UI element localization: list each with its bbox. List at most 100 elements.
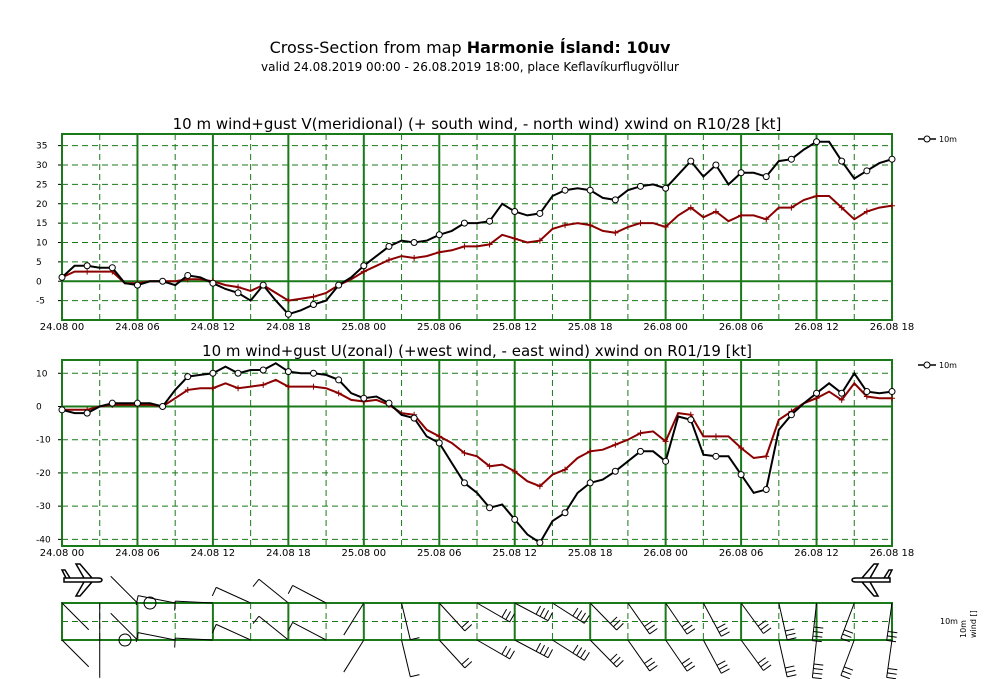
wind-barb-shaft: [514, 602, 549, 622]
data-point-wind: [284, 368, 292, 376]
wind-barb-feather: [757, 657, 766, 664]
data-point-wind: [662, 457, 670, 465]
airplane-icon-left: [60, 563, 103, 597]
wind-barb-feather: [509, 650, 515, 660]
wind-barb-feather: [547, 649, 553, 658]
wind-barb-feather: [686, 628, 696, 635]
page-title: Cross-Section from map Harmonie Ísland: …: [0, 38, 940, 57]
wind-barb-feather: [721, 668, 730, 674]
data-point-wind: [511, 208, 519, 215]
y-tick-label: -30: [36, 502, 51, 512]
y-tick-label: 5: [36, 258, 42, 268]
data-point-wind: [133, 399, 141, 407]
wind-barb-shaft: [292, 584, 327, 604]
data-point-gust: [863, 208, 870, 215]
data-point-wind: [83, 409, 91, 417]
data-point-wind: [737, 169, 745, 177]
data-point-wind: [133, 281, 141, 289]
wind-barb-feather: [813, 631, 823, 634]
data-point-gust: [486, 241, 493, 248]
wind-barb-feather: [763, 627, 772, 634]
series-line-gust: [61, 195, 893, 302]
x-tick-label: 24.08 00: [40, 548, 85, 559]
data-point-wind: [385, 242, 393, 250]
wind-barb-shaft: [627, 602, 651, 635]
legend-marker: [923, 135, 931, 143]
data-point-gust: [260, 381, 267, 388]
data-point-wind: [360, 262, 368, 270]
data-point-wind: [762, 486, 770, 494]
calm-circle: [143, 596, 157, 610]
wind-barb-feather: [543, 646, 549, 656]
y-tick-label: 15: [36, 219, 47, 229]
wind-barb-feather: [813, 663, 824, 666]
data-point-wind: [486, 504, 494, 512]
legend-marker: [923, 361, 931, 369]
data-point-wind: [636, 447, 644, 455]
data-point-wind: [536, 539, 544, 547]
plot-frame: [61, 133, 893, 321]
data-point-wind: [58, 406, 66, 414]
data-point-wind: [385, 399, 393, 407]
wind-barb-feather: [287, 585, 294, 594]
y-tick-label: 10: [36, 239, 48, 249]
data-point-gust: [738, 445, 745, 452]
x-tick-label: 24.08 12: [191, 548, 236, 559]
data-point-wind: [310, 369, 318, 377]
wind-barb-feather: [509, 613, 515, 623]
data-point-gust: [637, 430, 644, 437]
data-point-wind: [284, 310, 292, 318]
data-point-wind: [234, 369, 242, 377]
barb-panel: 10m 10m wind []: [60, 563, 978, 679]
data-point-gust: [84, 268, 91, 275]
data-point-gust: [285, 297, 292, 304]
wind-barb-feather: [813, 668, 823, 671]
data-point-wind: [813, 389, 821, 397]
wind-barb-feather: [252, 578, 260, 587]
wind-barb-feather: [135, 595, 139, 605]
wind-barb-feather: [812, 677, 822, 679]
data-point-wind: [360, 394, 368, 402]
data-point-gust: [385, 256, 392, 263]
data-point-wind: [586, 479, 594, 487]
series-line-wind: [61, 140, 893, 316]
wind-barb-shaft: [840, 639, 855, 676]
page-subtitle: valid 24.08.2019 00:00 - 26.08.2019 18:0…: [260, 60, 679, 74]
data-point-wind: [335, 376, 343, 384]
x-tick-label: 24.08 06: [115, 322, 160, 333]
wind-barb-feather: [547, 612, 553, 621]
wind-barb-feather: [539, 607, 545, 617]
data-point-wind: [813, 138, 821, 146]
wind-barb-feather: [721, 631, 730, 637]
wind-barb-shaft: [627, 639, 651, 672]
data-point-gust: [662, 224, 669, 230]
wind-barb-shaft: [665, 639, 688, 672]
wind-barb-feather: [686, 665, 696, 672]
data-point-wind: [486, 217, 494, 225]
wind-barb-shaft: [138, 632, 176, 641]
data-point-wind: [762, 173, 770, 181]
wind-barb-shaft: [589, 602, 617, 631]
wind-barb-shaft: [740, 639, 764, 671]
x-tick-label: 25.08 06: [417, 322, 462, 333]
wind-barb-feather: [613, 619, 621, 628]
data-point-gust: [436, 249, 443, 256]
data-point-wind: [712, 161, 720, 169]
wind-barb-feather: [812, 635, 823, 638]
wind-barb-shaft: [61, 602, 90, 631]
wind-barb-feather: [583, 652, 590, 661]
x-tick-label: 24.08 06: [115, 548, 160, 559]
data-point-wind: [611, 467, 619, 475]
data-point-wind: [737, 471, 745, 479]
data-point-gust: [536, 483, 543, 490]
data-point-gust: [184, 386, 191, 393]
wind-barb-feather: [464, 661, 473, 669]
wind-barb-feather: [718, 664, 728, 670]
wind-barb-feather: [410, 674, 420, 678]
wind-barb-feather: [461, 657, 470, 665]
x-tick-label: 25.08 06: [417, 548, 462, 559]
x-tick-label: 26.08 12: [794, 322, 839, 333]
data-point-gust: [612, 229, 619, 236]
wind-barb-feather: [716, 623, 726, 629]
